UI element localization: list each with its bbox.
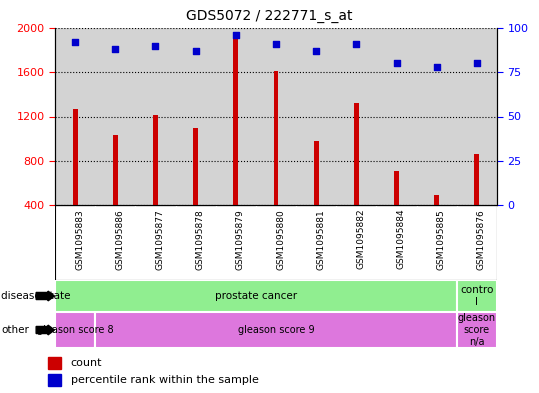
Text: count: count — [71, 358, 102, 368]
Point — [272, 41, 280, 47]
Point — [352, 41, 361, 47]
Point — [312, 48, 321, 54]
Text: GSM1095876: GSM1095876 — [477, 209, 486, 270]
Point — [432, 64, 441, 70]
Point — [392, 60, 401, 66]
Bar — [73, 109, 78, 205]
Text: percentile rank within the sample: percentile rank within the sample — [71, 375, 259, 385]
Text: GDS5072 / 222771_s_at: GDS5072 / 222771_s_at — [186, 9, 353, 23]
Text: gleason score 8: gleason score 8 — [37, 325, 113, 335]
Point — [151, 42, 160, 49]
Text: GSM1095880: GSM1095880 — [276, 209, 285, 270]
Text: GSM1095877: GSM1095877 — [155, 209, 164, 270]
Text: GSM1095878: GSM1095878 — [196, 209, 205, 270]
Bar — [47, 374, 61, 386]
Bar — [457, 280, 497, 312]
Text: GSM1095886: GSM1095886 — [115, 209, 125, 270]
Point — [191, 48, 200, 54]
Text: GSM1095884: GSM1095884 — [397, 209, 405, 269]
Bar — [434, 195, 439, 205]
Bar — [153, 116, 158, 205]
Bar — [474, 154, 479, 205]
Text: GSM1095882: GSM1095882 — [356, 209, 365, 269]
Bar — [113, 135, 118, 205]
Point — [111, 46, 120, 52]
Text: gleason score 9: gleason score 9 — [238, 325, 314, 335]
Text: other: other — [1, 325, 29, 335]
Text: GSM1095881: GSM1095881 — [316, 209, 325, 270]
Bar — [394, 171, 399, 205]
Bar — [193, 128, 198, 205]
Bar — [354, 103, 359, 205]
Text: contro
l: contro l — [460, 285, 494, 307]
Bar — [95, 312, 457, 348]
Point — [71, 39, 79, 45]
Point — [473, 60, 481, 66]
Bar — [274, 71, 279, 205]
Text: gleason
score
n/a: gleason score n/a — [458, 313, 496, 347]
Bar — [314, 141, 319, 205]
Text: prostate cancer: prostate cancer — [215, 291, 297, 301]
Bar — [47, 357, 61, 369]
Bar — [55, 312, 95, 348]
Text: GSM1095883: GSM1095883 — [75, 209, 84, 270]
Text: GSM1095879: GSM1095879 — [236, 209, 245, 270]
Bar — [233, 39, 238, 205]
Text: GSM1095885: GSM1095885 — [437, 209, 446, 270]
Bar — [457, 312, 497, 348]
Text: disease state: disease state — [1, 291, 71, 301]
Point — [232, 32, 240, 38]
